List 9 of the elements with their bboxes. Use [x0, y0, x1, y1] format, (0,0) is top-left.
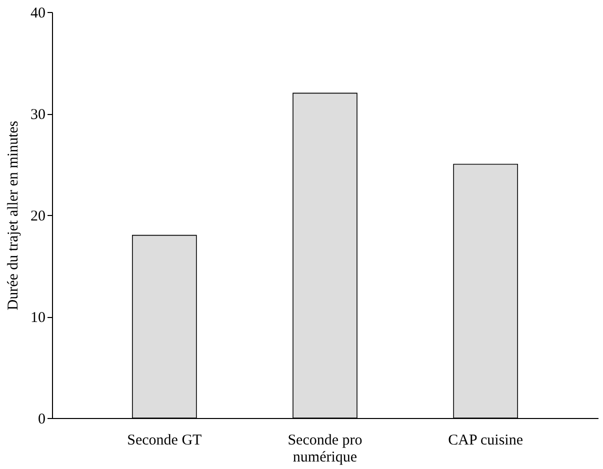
- y-tick-label: 0: [38, 412, 46, 428]
- y-tick-label: 20: [30, 208, 46, 224]
- y-tick-label: 40: [30, 6, 46, 22]
- x-tick-label: Seconde pro numérique: [288, 432, 362, 466]
- x-tick-label: Seconde GT: [127, 432, 202, 448]
- y-tick-label: 30: [30, 107, 46, 123]
- y-tick-label: 10: [30, 310, 46, 326]
- y-axis-title: Durée du trajet aller en minutes: [6, 120, 22, 310]
- x-tick-label: CAP cuisine: [448, 432, 524, 448]
